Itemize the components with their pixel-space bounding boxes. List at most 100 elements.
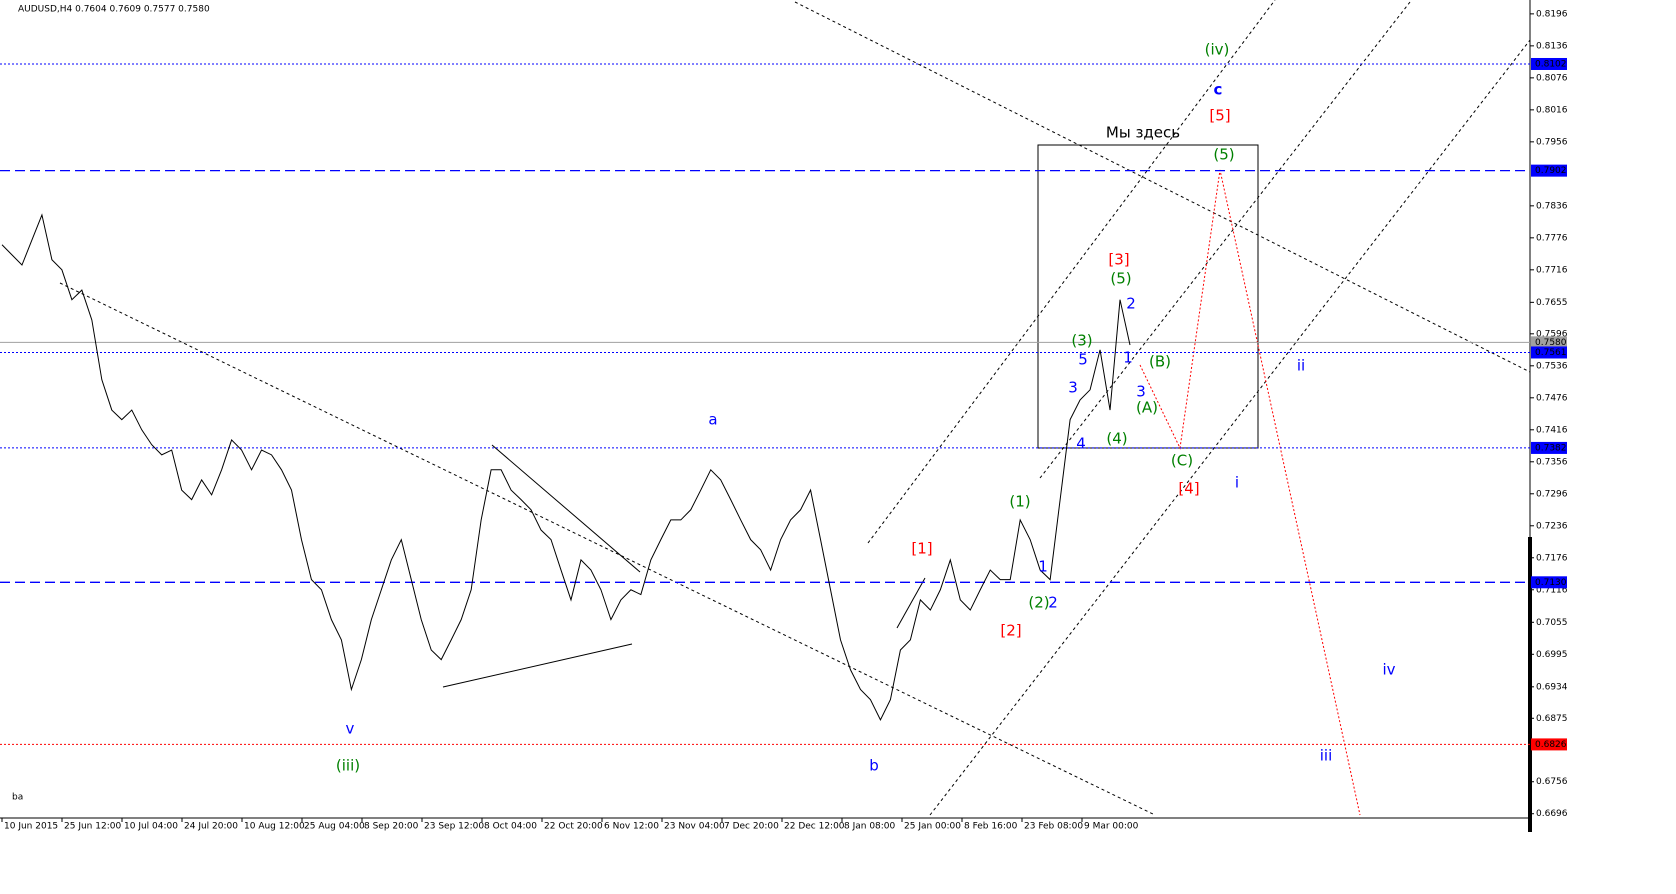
price-level-label: 0.7902 [1535,166,1567,176]
x-tick-label: 8 Oct 04:00 [484,822,537,832]
wave-label: (3) [1071,332,1092,350]
wave-label: 2 [1048,594,1058,612]
price-level-label: 0.7382 [1535,443,1567,453]
price-level-label: 0.8102 [1535,59,1567,69]
projection-path [1139,169,1361,816]
y-tick-label: 0.8076 [1536,73,1568,83]
y-tick-label: 0.6995 [1536,650,1568,660]
price-level-label: 0.7130 [1535,578,1567,588]
price-level-tag [1531,336,1567,349]
y-tick-label: 0.7836 [1536,201,1568,211]
x-tick-label: 23 Feb 08:00 [1024,822,1083,832]
x-tick-label: 8 Jan 08:00 [844,822,896,832]
wave-label: (B) [1149,353,1171,371]
price-line [1,213,1131,722]
wave-label: (A) [1136,399,1158,417]
y-tick-label: 0.6696 [1536,809,1568,819]
y-tick-label: 0.7356 [1536,457,1568,467]
y-tick-label: 0.7236 [1536,521,1568,531]
y-tick-label: 0.7596 [1536,329,1568,339]
y-tick-label: 0.7776 [1536,233,1568,243]
price-level-tag [1531,441,1567,454]
trend-lines [59,0,1531,816]
y-tick-label: 0.6756 [1536,777,1568,787]
x-tick-label: 6 Nov 12:00 [604,822,659,832]
y-tick-label: 0.6875 [1536,714,1568,724]
price-level-tag [1531,576,1567,589]
wave-label: ii [1297,357,1305,375]
trend-line [491,444,641,573]
y-tick-label: 0.7055 [1536,618,1568,628]
y-tick-label: 0.8136 [1536,41,1568,51]
y-tick-label: 0.8196 [1536,9,1568,19]
wave-label: [3] [1108,251,1129,269]
wave-label: (5) [1213,146,1234,164]
wave-label: Мы здесь [1106,124,1180,142]
wave-label: (iv) [1205,41,1230,59]
trend-line [896,577,926,629]
x-tick-label: 25 Jun 12:00 [64,822,121,832]
wave-label: [1] [911,540,932,558]
wave-label: [5] [1209,107,1230,125]
y-tick-label: 0.7956 [1536,137,1568,147]
wave-label: (4) [1106,430,1127,448]
x-tick-label: 10 Jul 04:00 [124,822,178,832]
y-tick-label: 0.7716 [1536,265,1568,275]
x-tick-label: 24 Jul 20:00 [184,822,238,832]
y-tick-label: 0.7176 [1536,553,1568,563]
x-tick-label: 22 Oct 20:00 [544,822,603,832]
wave-label: 1 [1123,349,1133,367]
wave-label: [2] [1000,622,1021,640]
channel-line [929,39,1531,816]
chart-title: AUDUSD,H4 0.7604 0.7609 0.7577 0.7580 [18,5,210,15]
x-tick-label: 9 Mar 00:00 [1084,822,1139,832]
footer-label: ba [12,793,23,803]
y-tick-label: 0.7655 [1536,298,1568,308]
x-tick-label: 8 Sep 20:00 [364,822,419,832]
triangle-lines [442,444,926,688]
channel-line [867,0,1276,544]
channel-line [1039,1,1411,479]
x-tick-label: 8 Feb 16:00 [964,822,1018,832]
wave-label: c [1214,81,1223,99]
wave-label: (C) [1171,452,1193,470]
wave-label: (5) [1110,270,1131,288]
wave-label: 3 [1136,383,1146,401]
y-tick-label: 0.6934 [1536,682,1568,692]
y-tick-label: 0.8016 [1536,105,1568,115]
x-tick-label: 10 Jun 2015 [4,822,58,832]
y-tick-label: 0.7296 [1536,489,1568,499]
x-tick-label: 23 Nov 04:00 [664,822,725,832]
wave-label: a [708,411,717,429]
price-level-tag [1531,346,1567,359]
trend-line [59,282,1156,816]
wave-label: b [869,757,879,775]
x-tick-label: 7 Dec 20:00 [724,822,779,832]
trend-line [794,1,1531,373]
wave-label: v [346,720,355,738]
x-tick-label: 25 Aug 04:00 [304,822,365,832]
wave-label: 5 [1078,351,1088,369]
wave-label: i [1235,474,1239,492]
price-level-label: 0.6826 [1535,740,1567,750]
wave-label: (1) [1009,493,1030,511]
price-level-label: 0.7561 [1535,348,1567,358]
x-tick-label: 23 Sep 12:00 [424,822,484,832]
wave-label: 2 [1126,295,1136,313]
x-tick-label: 25 Jan 00:00 [904,822,961,832]
y-tick-label: 0.7116 [1536,585,1568,595]
price-level-tag [1531,57,1567,70]
wave-label: 4 [1076,435,1086,453]
wave-label: 3 [1068,379,1078,397]
y-tick-label: 0.7416 [1536,425,1568,435]
x-tick-label: 10 Aug 12:00 [244,822,305,832]
y-tick-label: 0.7476 [1536,393,1568,403]
price-level-label: 0.7580 [1535,338,1567,348]
price-level-tag [1531,738,1567,751]
price-level-tag [1531,164,1567,177]
x-tick-label: 22 Dec 12:00 [784,822,845,832]
wave-label: (2) [1028,594,1049,612]
y-tick-label: 0.7536 [1536,361,1568,371]
